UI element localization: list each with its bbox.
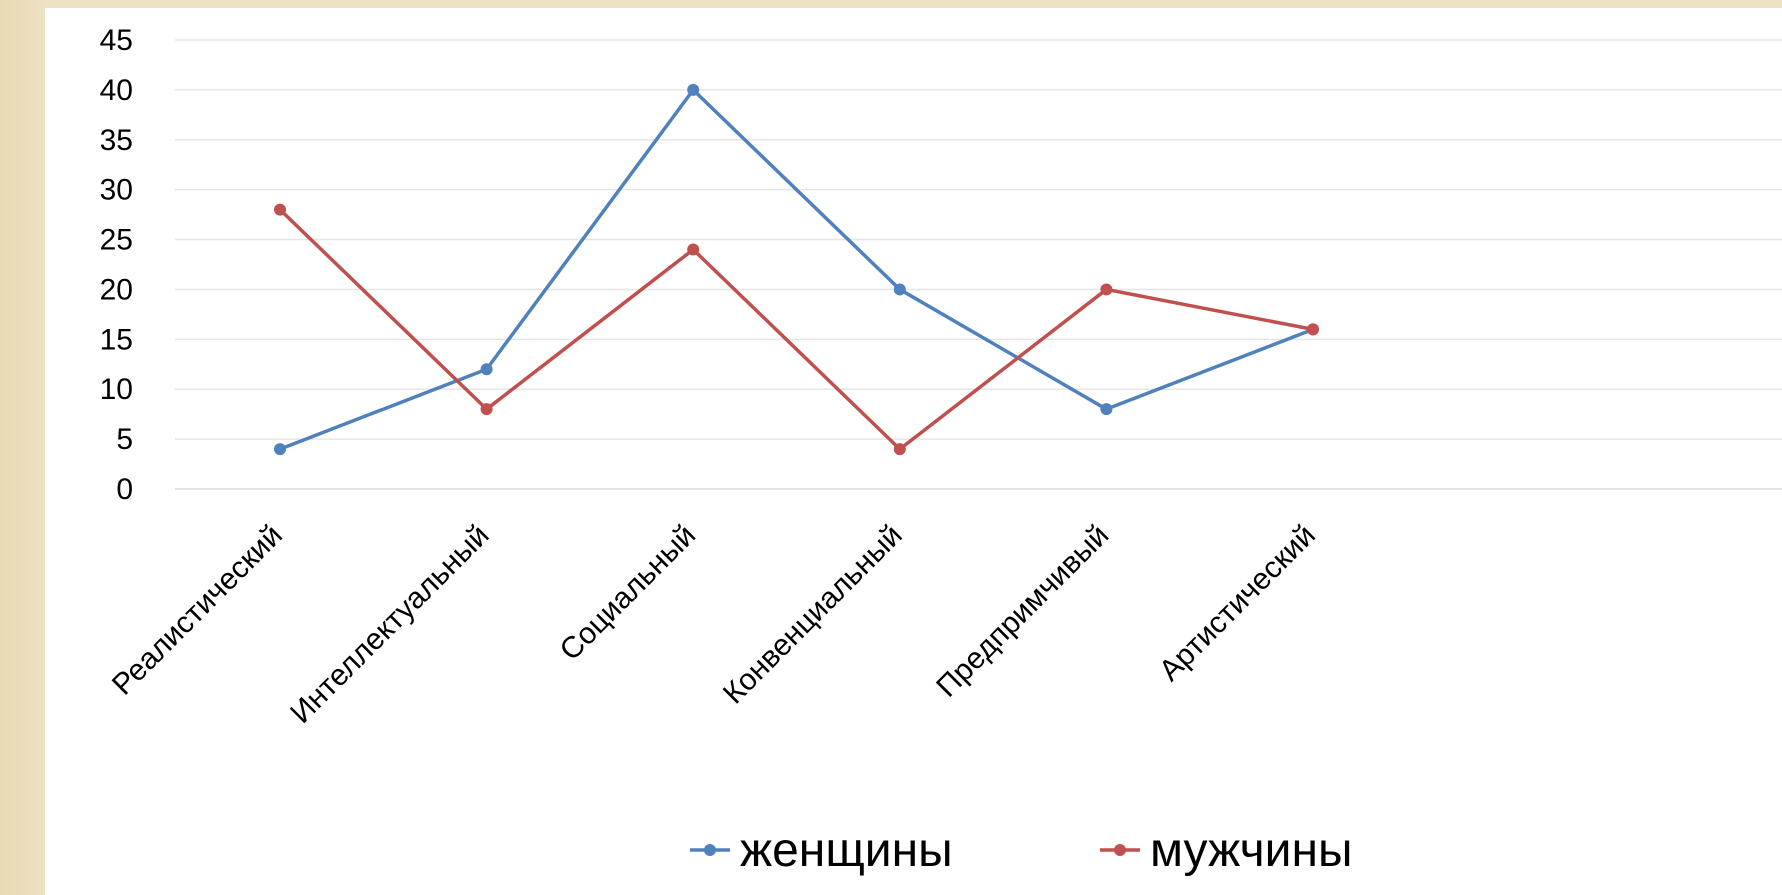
data-point [274,443,286,456]
legend-swatch-marker [1114,844,1126,856]
data-point [893,443,906,456]
y-tick-label: 35 [100,124,133,157]
data-point [1307,323,1319,336]
y-tick-label: 0 [116,473,133,506]
legend-label: женщины [740,824,953,877]
legend-label: мужчины [1150,824,1352,877]
y-tick-label: 40 [100,74,133,107]
data-point [893,283,906,296]
data-point [1100,283,1113,296]
x-tick-label: Предпримчивый [930,519,1115,704]
series-line [278,208,1314,451]
x-tick-label: Социальный [554,519,702,667]
chart-panel [45,8,1782,895]
y-tick-label: 20 [100,273,133,306]
series-group [274,83,1319,456]
data-point [1100,403,1113,416]
legend-item: женщины [690,824,953,877]
y-tick-label: 45 [100,24,133,57]
y-axis: 0 5 10 15 20 25 30 35 40 45 [100,24,133,506]
y-tick-label: 25 [100,224,133,257]
legend: женщины мужчины [690,824,1352,877]
x-tick-label: Конвенциальный [717,519,909,711]
data-point [687,83,700,96]
y-tick-label: 30 [100,174,133,207]
data-point [687,243,700,256]
y-tick-label: 10 [100,373,133,406]
series-2 [274,203,1319,456]
x-tick-label: Интеллектуальный [284,519,495,730]
y-tick-label: 5 [116,423,133,456]
legend-item: мужчины [1100,824,1352,877]
y-tick-label: 15 [100,323,133,356]
data-point [480,403,493,416]
data-point [480,363,493,376]
series-line [279,88,1314,451]
gridlines [175,39,1782,490]
data-point [274,203,286,216]
legend-swatch-marker [704,844,716,856]
x-tick-label: Артистический [1153,519,1322,688]
x-tick-label: Реалистический [106,519,289,702]
